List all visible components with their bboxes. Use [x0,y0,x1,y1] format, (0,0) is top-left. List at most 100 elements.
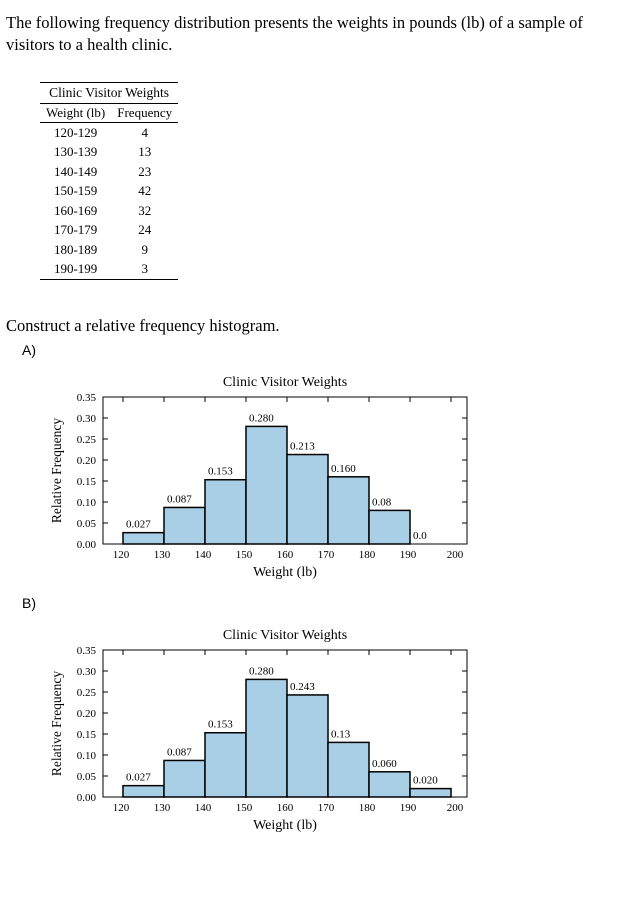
x-tick-label: 150 [236,802,253,814]
weight-cell: 130-139 [53,144,98,160]
y-axis-label: Relative Frequency [49,418,64,524]
y-tick-label: 0.35 [77,645,97,657]
x-tick-label: 180 [359,802,376,814]
bar-value-label: 0.027 [126,772,151,784]
histogram-bar [245,678,288,798]
bar-value-label: 0.027 [126,519,151,531]
y-tick-label: 0.20 [77,455,97,467]
frequency-table: Clinic Visitor Weights Weight (lb) Frequ… [40,82,179,280]
question-text: Construct a relative frequency histogram… [6,316,280,335]
frequency-cell: 13 [138,144,152,160]
table-row: 160-169 32 [40,201,178,221]
histogram-bar [163,759,206,798]
table-row: 190-199 3 [40,259,179,280]
frequency-cell: 9 [141,241,148,257]
x-tick-label: 140 [195,802,212,814]
histogram-bar [204,731,247,798]
y-tick-label: 0.30 [77,413,97,425]
frequency-cell: 3 [111,259,179,280]
bar-value-label: 0.153 [208,719,233,731]
x-tick-label: 130 [154,802,171,814]
problem-intro: The following frequency distribution pre… [6,13,583,54]
table-row: 140-149 23 [40,162,178,182]
weight-cell: 120-129 [53,124,98,140]
x-tick-label: 160 [277,549,294,561]
frequency-cell: 24 [138,222,152,238]
x-tick-label: 150 [236,549,253,561]
table-row: 180-189 9 [40,240,178,260]
y-tick-label: 0.00 [77,539,97,551]
header-weight: Weight (lb) [40,104,112,123]
histogram-bar [409,787,452,798]
y-tick-label: 0.25 [77,434,97,446]
bar-value-label: 0.280 [249,412,274,424]
y-tick-label: 0.05 [77,518,97,530]
histogram-bar [122,531,165,545]
y-tick-label: 0.15 [77,476,97,488]
chart-title: Clinic Visitor Weights [223,375,347,390]
histogram-bar [286,694,329,798]
x-tick-label: 200 [447,802,464,814]
y-tick-label: 0.15 [77,729,97,741]
x-tick-label: 130 [154,549,171,561]
table-row: 150-159 42 [40,182,178,202]
frequency-cell: 42 [138,183,152,199]
frequency-cell: 32 [138,202,152,218]
table-row: 170-179 24 [40,221,178,241]
weight-cell: 150-159 [53,183,98,199]
y-tick-label: 0.30 [77,666,97,678]
histogram-bar [327,741,370,798]
bar-value-label: 0.087 [167,493,192,505]
histogram-bar [245,425,288,545]
frequency-cell: 23 [138,163,152,179]
x-tick-label: 200 [447,549,464,561]
y-tick-label: 0.35 [77,392,97,404]
histogram-bar [122,784,165,798]
bar-value-label: 0.153 [208,466,233,478]
table-row: 120-129 4 [40,123,178,143]
weight-cell: 160-169 [53,202,98,218]
bar-value-label: 0.0 [413,530,427,542]
histogram-bar [327,476,370,545]
table-row: 130-139 13 [40,143,178,163]
y-tick-label: 0.05 [77,771,97,783]
x-tick-label: 120 [113,802,130,814]
bar-value-label: 0.08 [372,496,392,508]
x-tick-label: 170 [318,549,335,561]
chart-title: Clinic Visitor Weights [223,628,347,643]
table-caption: Clinic Visitor Weights [40,82,179,104]
bar-value-label: 0.213 [290,441,315,453]
histogram-option-b[interactable]: Clinic Visitor Weights 0.027 0.087 0.153 0.2… [0,613,638,858]
x-tick-label: 190 [400,802,417,814]
header-frequency: Frequency [111,104,179,123]
weight-cell: 180-189 [53,241,98,257]
histogram-bar [163,506,206,545]
bar-value-label: 0.087 [167,746,192,758]
x-tick-label: 140 [195,549,212,561]
histogram-bar [286,453,329,545]
x-tick-label: 120 [113,549,130,561]
weight-cell: 140-149 [53,163,98,179]
bar-value-label: 0.280 [249,665,274,677]
x-tick-label: 160 [277,802,294,814]
weight-cell: 170-179 [53,222,98,238]
weight-cell: 190-199 [40,259,112,280]
bar-value-label: 0.020 [413,775,438,787]
x-axis-label: Weight (lb) [253,818,317,833]
bar-value-label: 0.243 [290,681,315,693]
option-b-label[interactable]: B) [22,595,36,611]
y-tick-label: 0.00 [77,792,97,804]
x-tick-label: 170 [318,802,335,814]
y-axis-label: Relative Frequency [49,671,64,777]
x-axis-label: Weight (lb) [253,565,317,580]
histogram-bar [368,771,411,798]
histogram-bar [204,478,247,545]
y-tick-label: 0.25 [77,687,97,699]
bar-value-label: 0.160 [331,463,356,475]
option-a-label[interactable]: A) [22,342,36,358]
bar-value-label: 0.13 [331,728,351,740]
histogram-option-a[interactable]: Clinic Visitor Weights 0.027 0.087 0.153 0.2… [0,360,638,605]
frequency-cell: 4 [141,124,148,140]
y-tick-label: 0.20 [77,708,97,720]
x-tick-label: 190 [400,549,417,561]
